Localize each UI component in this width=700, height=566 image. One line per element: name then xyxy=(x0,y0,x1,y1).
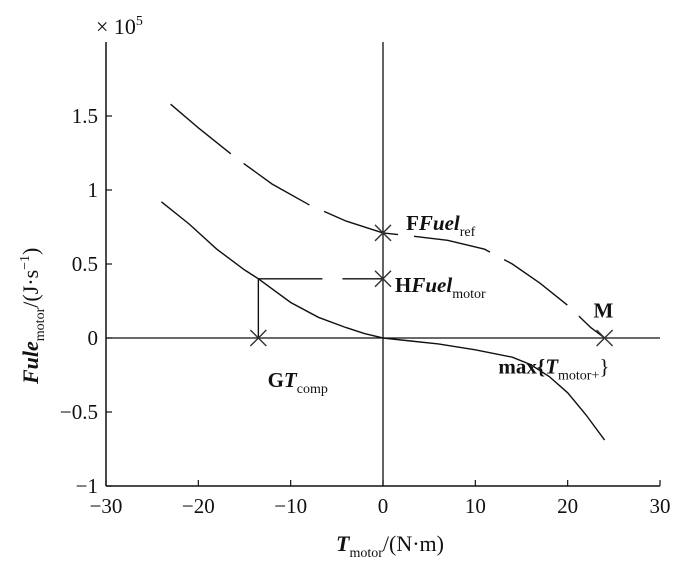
y-tick-label: −0.5 xyxy=(60,400,98,424)
y-axis-label-rest: /(J·s xyxy=(18,270,43,308)
x-axis-label: Tmotor/(N·m) xyxy=(336,531,444,561)
y-axis-label-sub: motor xyxy=(33,307,48,341)
point-annotation: max{Tmotor+} xyxy=(498,355,609,384)
y-multiplier-prefix: × 10 xyxy=(96,14,136,39)
x-tick-label: −10 xyxy=(274,494,307,518)
y-tick-label: −1 xyxy=(76,474,98,498)
series-line-2 xyxy=(160,201,606,441)
point-annotation: GTcomp xyxy=(268,368,328,397)
plot-frame xyxy=(105,42,660,487)
x-tick-label: 0 xyxy=(378,494,389,518)
x-axis-label-rest: /(N·m) xyxy=(383,531,444,556)
series-layer xyxy=(160,103,606,441)
y-axis-label-base: Fule xyxy=(18,341,43,385)
y-multiplier-exp: 5 xyxy=(136,14,143,29)
y-tick-label: 1 xyxy=(88,178,99,202)
cross-marker xyxy=(374,224,392,242)
cross-marker xyxy=(596,329,614,347)
marker-layer xyxy=(249,224,614,347)
x-axis-label-sub: motor xyxy=(349,546,383,561)
y-ticks: −1 −0.5 0 0.5 1 1.5 xyxy=(60,104,112,498)
cross-marker xyxy=(249,329,267,347)
point-annotation: HFuelmotor xyxy=(395,273,486,302)
series-line-1 xyxy=(170,103,606,339)
y-tick-label: 1.5 xyxy=(72,104,98,128)
x-tick-label: −20 xyxy=(182,494,215,518)
x-tick-label: 30 xyxy=(650,494,671,518)
x-ticks: −30 −20 −10 0 10 20 30 xyxy=(90,480,671,518)
y-axis-label-close: ) xyxy=(18,248,43,255)
point-annotation: FFuelref xyxy=(406,211,476,240)
x-tick-label: −30 xyxy=(90,494,123,518)
y-multiplier-label: × 105 xyxy=(96,14,143,39)
point-annotation: M xyxy=(594,298,614,322)
x-tick-label: 10 xyxy=(465,494,486,518)
x-axis-label-base: T xyxy=(336,531,351,556)
y-axis-label: Fulemotor/(J·s−1) xyxy=(18,248,48,385)
cross-marker xyxy=(374,270,392,288)
y-tick-label: 0.5 xyxy=(72,252,98,276)
x-tick-label: 20 xyxy=(557,494,578,518)
y-axis-label-sup: −1 xyxy=(18,255,33,270)
y-tick-label: 0 xyxy=(88,326,99,350)
